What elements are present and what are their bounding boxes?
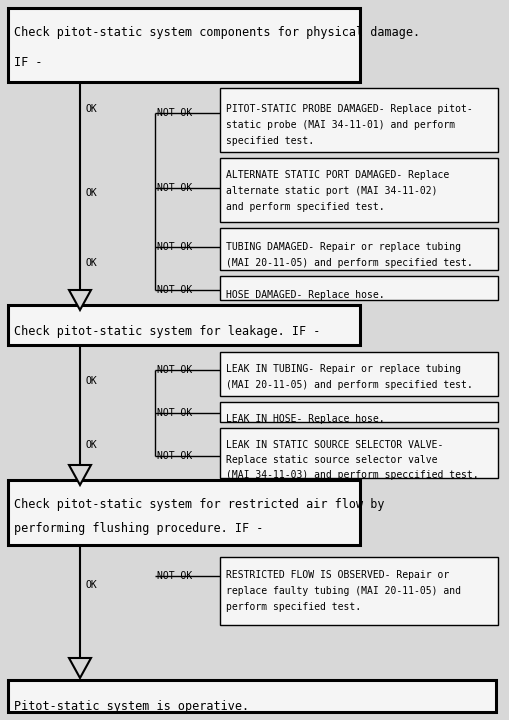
Text: (MAI 34-11-03) and perform speccified test.: (MAI 34-11-03) and perform speccified te…: [226, 470, 478, 480]
Text: IF -: IF -: [14, 56, 42, 69]
Text: Pitot-static system is operative.: Pitot-static system is operative.: [14, 700, 249, 713]
Text: static probe (MAI 34-11-01) and perform: static probe (MAI 34-11-01) and perform: [226, 120, 455, 130]
Text: OK: OK: [86, 580, 98, 590]
Bar: [220, 352, 498, 396]
Text: NOT OK -: NOT OK -: [157, 408, 204, 418]
Text: (MAI 20-11-05) and perform specified test.: (MAI 20-11-05) and perform specified tes…: [226, 380, 473, 390]
Text: Check pitot-static system components for physical damage.: Check pitot-static system components for…: [14, 26, 420, 39]
Polygon shape: [69, 290, 91, 310]
Text: alternate static port (MAI 34-11-02): alternate static port (MAI 34-11-02): [226, 186, 438, 196]
Text: NOT OK -: NOT OK -: [157, 571, 204, 581]
Text: NOT OK -: NOT OK -: [157, 451, 204, 461]
Text: OK: OK: [86, 258, 98, 268]
Text: NOT OK -: NOT OK -: [157, 365, 204, 375]
Text: NOT OK -: NOT OK -: [157, 183, 204, 193]
Text: HOSE DAMAGED- Replace hose.: HOSE DAMAGED- Replace hose.: [226, 290, 385, 300]
Text: OK: OK: [86, 440, 98, 450]
Text: NOT OK -: NOT OK -: [157, 242, 204, 252]
Text: LEAK IN HOSE- Replace hose.: LEAK IN HOSE- Replace hose.: [226, 414, 385, 424]
Text: LEAK IN TUBING- Repair or replace tubing: LEAK IN TUBING- Repair or replace tubing: [226, 364, 461, 374]
Text: and perform specified test.: and perform specified test.: [226, 202, 385, 212]
Text: RESTRICTED FLOW IS OBSERVED- Repair or: RESTRICTED FLOW IS OBSERVED- Repair or: [226, 570, 449, 580]
Bar: [220, 428, 498, 478]
Bar: [8, 8, 360, 82]
Polygon shape: [69, 658, 91, 678]
Text: OK: OK: [86, 104, 98, 114]
Text: specified test.: specified test.: [226, 136, 314, 146]
Bar: [220, 276, 498, 300]
Text: perform specified test.: perform specified test.: [226, 602, 361, 612]
Bar: [220, 228, 498, 270]
Text: performing flushing procedure. IF -: performing flushing procedure. IF -: [14, 522, 263, 535]
Bar: [8, 305, 360, 345]
Text: replace faulty tubing (MAI 20-11-05) and: replace faulty tubing (MAI 20-11-05) and: [226, 586, 461, 596]
Text: OK: OK: [86, 188, 98, 198]
Bar: [220, 88, 498, 152]
Text: NOT OK -: NOT OK -: [157, 108, 204, 118]
Polygon shape: [69, 465, 91, 485]
Text: Replace static source selector valve: Replace static source selector valve: [226, 455, 438, 465]
Text: ALTERNATE STATIC PORT DAMAGED- Replace: ALTERNATE STATIC PORT DAMAGED- Replace: [226, 170, 449, 180]
Bar: [220, 158, 498, 222]
Text: OK: OK: [86, 376, 98, 386]
Text: Check pitot-static system for restricted air flow by: Check pitot-static system for restricted…: [14, 498, 384, 511]
Bar: [220, 557, 498, 625]
Text: (MAI 20-11-05) and perform specified test.: (MAI 20-11-05) and perform specified tes…: [226, 258, 473, 268]
Text: LEAK IN STATIC SOURCE SELECTOR VALVE-: LEAK IN STATIC SOURCE SELECTOR VALVE-: [226, 440, 443, 450]
Text: NOT OK -: NOT OK -: [157, 285, 204, 295]
Text: TUBING DAMAGED- Repair or replace tubing: TUBING DAMAGED- Repair or replace tubing: [226, 242, 461, 252]
Bar: [8, 680, 496, 712]
Bar: [8, 480, 360, 545]
Bar: [220, 402, 498, 422]
Text: Check pitot-static system for leakage. IF -: Check pitot-static system for leakage. I…: [14, 325, 320, 338]
Text: PITOT-STATIC PROBE DAMAGED- Replace pitot-: PITOT-STATIC PROBE DAMAGED- Replace pito…: [226, 104, 473, 114]
